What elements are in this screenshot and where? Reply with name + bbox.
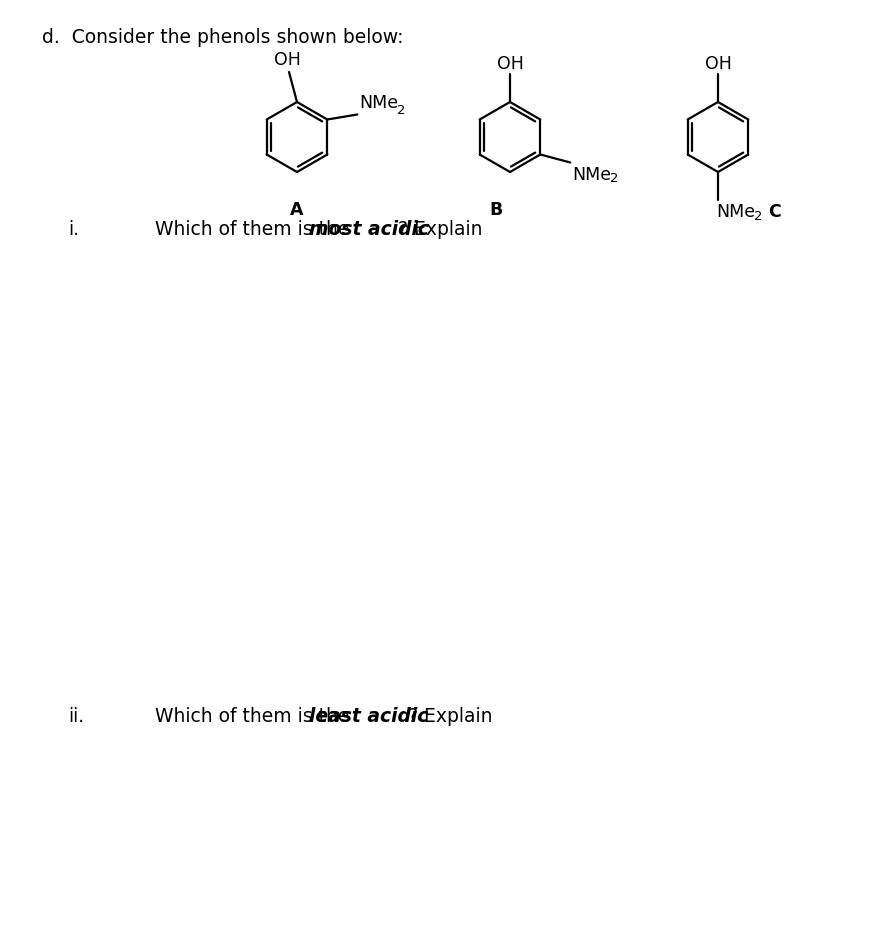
Text: d.  Consider the phenols shown below:: d. Consider the phenols shown below:: [42, 28, 403, 47]
Text: i.: i.: [68, 220, 79, 239]
Text: C: C: [768, 203, 780, 221]
Text: NMe: NMe: [573, 166, 611, 184]
Text: B: B: [489, 201, 503, 219]
Text: 2: 2: [610, 172, 619, 185]
Text: ? Explain: ? Explain: [399, 220, 483, 239]
Text: OH: OH: [704, 55, 731, 73]
Text: OH: OH: [496, 55, 523, 73]
Text: most acidic: most acidic: [309, 220, 429, 239]
Text: 2: 2: [754, 210, 762, 222]
Text: ii.: ii.: [68, 706, 84, 725]
Text: A: A: [290, 201, 304, 219]
Text: Which of them is the: Which of them is the: [155, 220, 356, 239]
Text: least acidic: least acidic: [309, 706, 428, 725]
Text: 2: 2: [397, 105, 406, 118]
Text: Which of them is the: Which of them is the: [155, 706, 356, 725]
Text: NMe: NMe: [716, 203, 755, 221]
Text: OH: OH: [273, 51, 300, 69]
Text: ? Explain: ? Explain: [408, 706, 492, 725]
Text: NMe: NMe: [359, 95, 399, 112]
